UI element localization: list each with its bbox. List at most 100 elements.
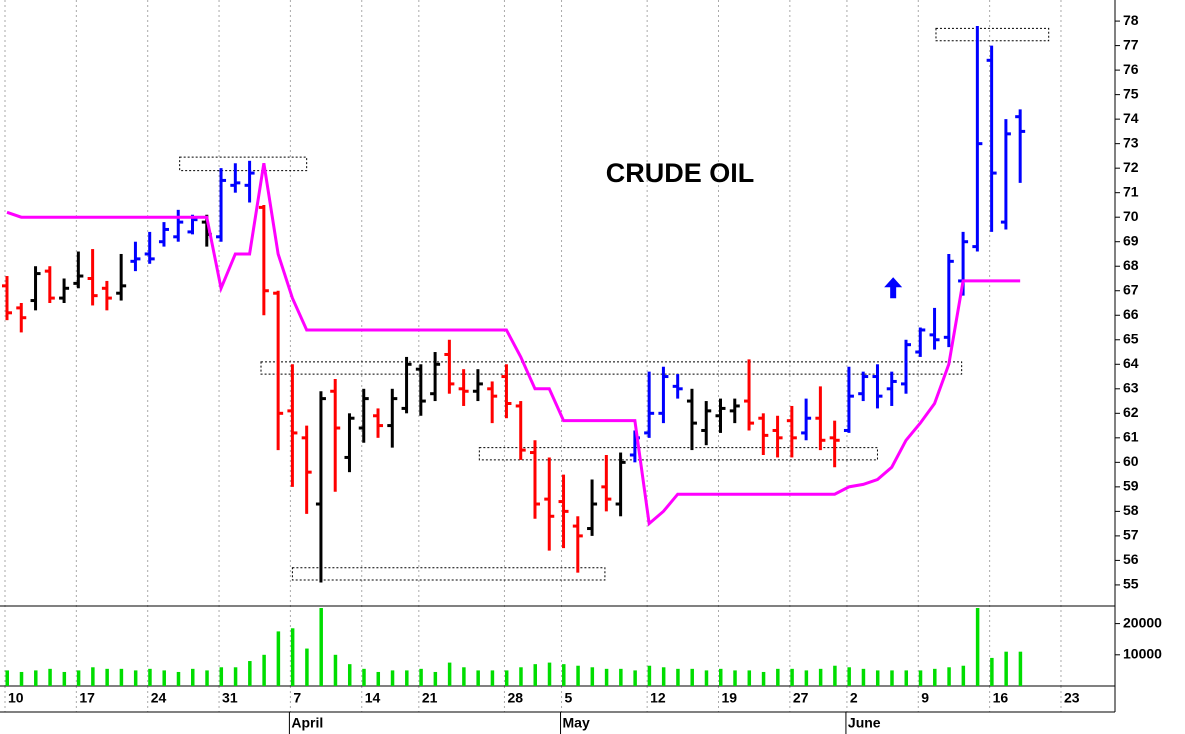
volume-bar	[961, 665, 966, 686]
volume-bar	[604, 668, 609, 686]
price-zone	[291, 567, 606, 581]
y-tick-label: 55	[1123, 576, 1139, 592]
x-tick-label: 17	[79, 690, 95, 706]
x-tick-label: 19	[722, 690, 738, 706]
chart-title: CRUDE OIL	[606, 158, 755, 188]
volume-bar	[433, 671, 438, 686]
volume-bar	[761, 671, 766, 686]
volume-bar	[504, 670, 509, 686]
volume-bar	[462, 667, 466, 686]
volume-bar	[319, 608, 323, 686]
volume-bar	[547, 662, 552, 686]
volume-bar	[148, 668, 152, 686]
volume-bar	[975, 608, 980, 686]
y-tick-label: 73	[1123, 134, 1139, 150]
volume-bar	[276, 631, 281, 686]
volume-bar	[262, 654, 266, 686]
volume-bar	[790, 668, 794, 686]
y-tick-label: 71	[1123, 183, 1139, 199]
x-tick-label: 21	[422, 690, 438, 706]
signal-arrow	[884, 277, 903, 299]
x-tick-label: 10	[8, 690, 24, 706]
volume-bar	[776, 668, 780, 686]
y-tick-label: 68	[1123, 257, 1139, 273]
x-tick-label: 27	[793, 690, 809, 706]
volume-bar	[562, 664, 566, 686]
volume-bar	[861, 668, 866, 686]
volume-bar	[590, 667, 595, 686]
volume-bar	[733, 670, 737, 686]
y-tick-label: 78	[1123, 12, 1139, 28]
volume-bar	[1018, 651, 1023, 686]
x-tick-label: 23	[1064, 690, 1080, 706]
volume-bar	[91, 667, 95, 686]
volume-bar	[890, 670, 894, 686]
volume-bar	[804, 670, 809, 686]
volume-bar	[105, 668, 109, 686]
volume-bar	[176, 671, 181, 686]
x-tick-label: 5	[565, 690, 573, 706]
volume-bar	[248, 661, 252, 686]
x-tick-label: 28	[507, 690, 523, 706]
volume-bar	[918, 670, 923, 686]
y-tick-label: 56	[1123, 551, 1139, 567]
price-zone	[260, 361, 963, 375]
volume-bar	[1004, 651, 1008, 686]
volume-bar	[476, 670, 480, 686]
volume-bar	[647, 665, 652, 686]
volume-bar	[633, 670, 637, 686]
y-tick-label: 60	[1123, 453, 1139, 469]
volume-bar	[833, 665, 837, 686]
x-tick-label: 16	[993, 690, 1009, 706]
y-tick-label: 72	[1123, 159, 1139, 175]
y-tick-label: 58	[1123, 502, 1139, 518]
volume-bar	[661, 667, 666, 686]
x-tick-label: 9	[921, 690, 929, 706]
y-tick-label: 74	[1123, 110, 1139, 126]
volume-bar	[48, 668, 52, 686]
y-tick-label: 77	[1123, 36, 1139, 52]
volume-bar	[704, 670, 709, 686]
month-label: May	[563, 715, 590, 731]
month-label: April	[291, 715, 323, 731]
volume-bar	[818, 668, 823, 686]
volume-bar	[490, 670, 495, 686]
volume-bar	[847, 667, 851, 686]
volume-bar	[347, 664, 352, 686]
volume-bar	[419, 668, 423, 686]
y-tick-label: 69	[1123, 232, 1139, 248]
volume-bar	[5, 670, 9, 686]
volume-bar	[947, 667, 951, 686]
month-label: June	[848, 715, 881, 731]
price-zone	[935, 27, 1050, 42]
volume-bar	[376, 671, 381, 686]
volume-bar	[205, 670, 209, 686]
volume-bar	[447, 662, 452, 686]
volume-bar	[390, 670, 395, 686]
volume-bar	[533, 664, 537, 686]
x-tick-label: 12	[650, 690, 666, 706]
volume-bar	[362, 668, 366, 686]
x-tick-label: 2	[850, 690, 858, 706]
volume-bar	[34, 670, 38, 686]
volume-bar	[162, 670, 166, 686]
y-tick-label: 61	[1123, 429, 1139, 445]
y-tick-label: 62	[1123, 404, 1139, 420]
volume-bar	[119, 668, 124, 686]
x-tick-label: 31	[222, 690, 238, 706]
y-tick-label: 70	[1123, 208, 1139, 224]
volume-bar	[576, 665, 580, 686]
volume-bar	[719, 668, 723, 686]
volume-bar	[62, 671, 67, 686]
y-tick-label: 75	[1123, 85, 1139, 101]
y-tick-label: 63	[1123, 380, 1139, 396]
y-tick-label: 59	[1123, 478, 1139, 494]
y-tick-label: 67	[1123, 281, 1139, 297]
volume-bar	[76, 670, 81, 686]
volume-bar	[133, 670, 138, 686]
volume-bar	[219, 667, 224, 686]
price-zone	[179, 156, 308, 172]
volume-bar	[519, 667, 523, 686]
volume-bar	[191, 668, 195, 686]
